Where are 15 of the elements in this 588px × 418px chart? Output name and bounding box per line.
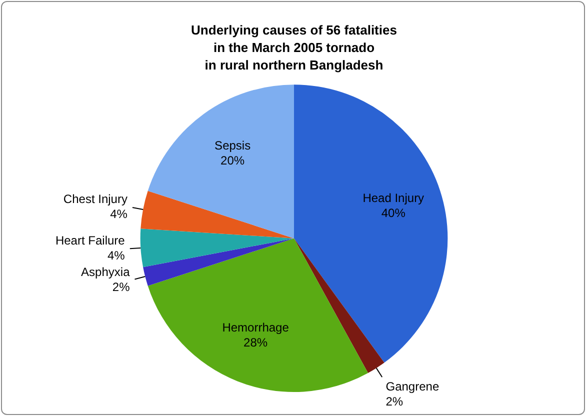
slice-label: Sepsis: [214, 138, 251, 153]
data-label: 28%: [244, 335, 268, 350]
data-label: 40%: [381, 206, 406, 220]
chart-title: Underlying causes of 56 fatalities in the March 2005 tornado in rural northern Bangladesh: [191, 22, 397, 72]
slice-label: Gangrene: [386, 380, 440, 394]
slice-label: Asphyxia: [81, 264, 130, 279]
slice-label: Head Injury: [362, 190, 424, 205]
data-label: 2%: [112, 280, 130, 294]
data-label: 2%: [386, 394, 404, 409]
slice-label: Hemorrhage: [222, 320, 290, 334]
slice-label: Heart Failure: [55, 234, 126, 248]
data-label: 20%: [220, 154, 245, 168]
slice-label: Chest Injury: [63, 192, 128, 206]
data-label: 4%: [107, 248, 126, 263]
data-label: 4%: [110, 206, 128, 221]
